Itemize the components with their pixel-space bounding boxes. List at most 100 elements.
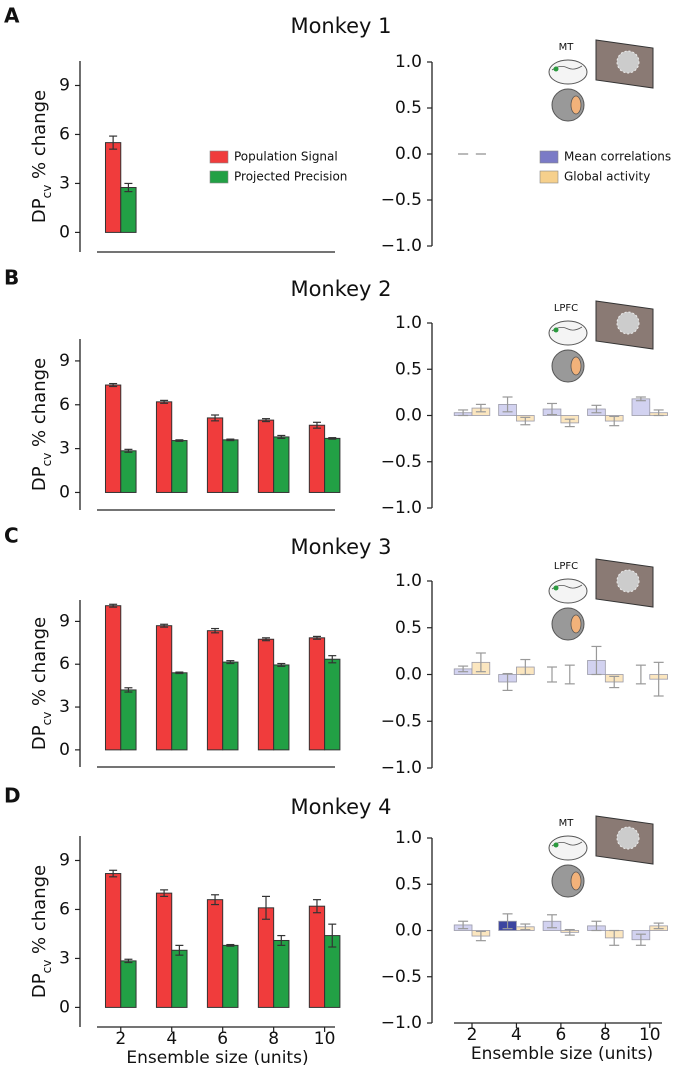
bar — [120, 689, 137, 751]
bar — [155, 625, 173, 751]
bar — [104, 605, 122, 751]
y-tick-label: 3 — [59, 948, 70, 968]
x-tick-label: 8 — [268, 1029, 279, 1049]
bar — [222, 439, 239, 493]
x-tick-label: 4 — [511, 1025, 522, 1045]
bar — [104, 384, 122, 493]
y-tick-label: −0.5 — [381, 452, 422, 472]
x-tick-label: 4 — [166, 1029, 177, 1049]
y-tick-label: 0.5 — [395, 98, 422, 118]
x-tick-label: 10 — [314, 1029, 336, 1049]
x-tick-label: 2 — [467, 1025, 478, 1045]
y-tick-label: 1.0 — [395, 828, 422, 848]
bar — [324, 437, 341, 493]
y-tick-label: −0.5 — [381, 711, 422, 731]
y-tick-label: 6 — [59, 654, 70, 674]
bar — [257, 907, 275, 1008]
x-axis-label: Ensemble size (units) — [471, 1044, 653, 1064]
chart-title: Monkey 4 — [290, 795, 391, 819]
bar — [308, 637, 326, 751]
bar — [155, 892, 173, 1008]
bar — [257, 638, 275, 751]
y-axis-label-part: DP — [29, 725, 50, 750]
bar — [171, 440, 188, 493]
brain-icon — [548, 578, 588, 604]
y-tick-label: 3 — [59, 697, 70, 717]
legend-swatch — [539, 150, 559, 164]
y-axis-label-part: cv — [40, 453, 54, 467]
bar — [206, 630, 224, 751]
y-tick-label: −1.0 — [381, 498, 422, 518]
y-tick-label: 9 — [59, 611, 70, 631]
area-label: LPFC — [554, 303, 578, 314]
x-tick-label: 6 — [555, 1025, 566, 1045]
y-axis-label-part: cv — [40, 185, 54, 199]
y-axis-label: DPcv % change — [29, 358, 54, 491]
y-tick-label: 0 — [59, 482, 70, 502]
y-tick-label: 6 — [59, 124, 70, 144]
brain-icon — [548, 320, 588, 346]
y-tick-label: 1.0 — [395, 571, 422, 591]
y-tick-label: −1.0 — [381, 236, 422, 256]
y-axis-label-part: % change — [29, 358, 50, 453]
bar — [206, 899, 224, 1008]
y-tick-label: 6 — [59, 899, 70, 919]
area-label: MT — [559, 818, 575, 829]
y-tick-label: 0.0 — [395, 665, 422, 685]
y-tick-label: 0 — [59, 740, 70, 760]
stimulus-icon — [616, 569, 640, 593]
bar — [120, 450, 137, 493]
eye-icon — [570, 614, 582, 634]
bar — [155, 401, 173, 493]
brain-icon — [548, 835, 588, 861]
bar — [324, 658, 341, 751]
x-tick-label: 6 — [217, 1029, 228, 1049]
panel-label: B — [4, 266, 19, 290]
y-tick-label: 1.0 — [395, 313, 422, 333]
y-tick-label: 0 — [59, 997, 70, 1017]
y-axis-label-part: % change — [29, 865, 50, 960]
eye-icon — [570, 95, 582, 115]
bar — [120, 960, 137, 1008]
y-axis-label-part: cv — [40, 960, 54, 974]
brain-area — [553, 66, 559, 72]
stimulus-icon — [616, 311, 640, 335]
legend-swatch — [209, 150, 229, 164]
bar — [308, 905, 326, 1008]
x-tick-label: 2 — [115, 1029, 126, 1049]
y-tick-label: 0.5 — [395, 874, 422, 894]
y-tick-label: −0.5 — [381, 967, 422, 987]
y-tick-label: 6 — [59, 395, 70, 415]
legend-swatch — [539, 170, 559, 184]
bar — [631, 398, 651, 416]
x-axis-label: Ensemble size (units) — [126, 1048, 308, 1065]
y-axis-label-part: DP — [29, 466, 50, 491]
bar — [273, 939, 290, 1008]
y-tick-label: −0.5 — [381, 190, 422, 210]
brain-icon — [548, 59, 588, 85]
bar — [222, 944, 239, 1008]
bar — [171, 949, 188, 1008]
panel-label: A — [4, 4, 20, 28]
chart-title: Monkey 2 — [290, 277, 391, 301]
legend-label: Projected Precision — [234, 170, 347, 184]
bar — [257, 419, 275, 493]
y-tick-label: −1.0 — [381, 758, 422, 778]
y-axis-label-part: DP — [29, 973, 50, 998]
area-label: LPFC — [554, 561, 578, 572]
chart-title: Monkey 1 — [290, 14, 391, 38]
area-label: MT — [559, 42, 575, 53]
chart-title: Monkey 3 — [290, 535, 391, 559]
eye-icon — [570, 356, 582, 376]
stimulus-icon — [616, 826, 640, 850]
panel-label: D — [4, 784, 21, 808]
bar — [273, 436, 290, 493]
y-tick-label: 0.0 — [395, 921, 422, 941]
y-tick-label: 9 — [59, 75, 70, 95]
y-tick-label: −1.0 — [381, 1013, 422, 1033]
bar — [104, 873, 122, 1008]
y-tick-label: 9 — [59, 850, 70, 870]
y-axis-label-part: cv — [40, 712, 54, 726]
legend-label: Population Signal — [234, 150, 338, 164]
y-tick-label: 1.0 — [395, 52, 422, 72]
